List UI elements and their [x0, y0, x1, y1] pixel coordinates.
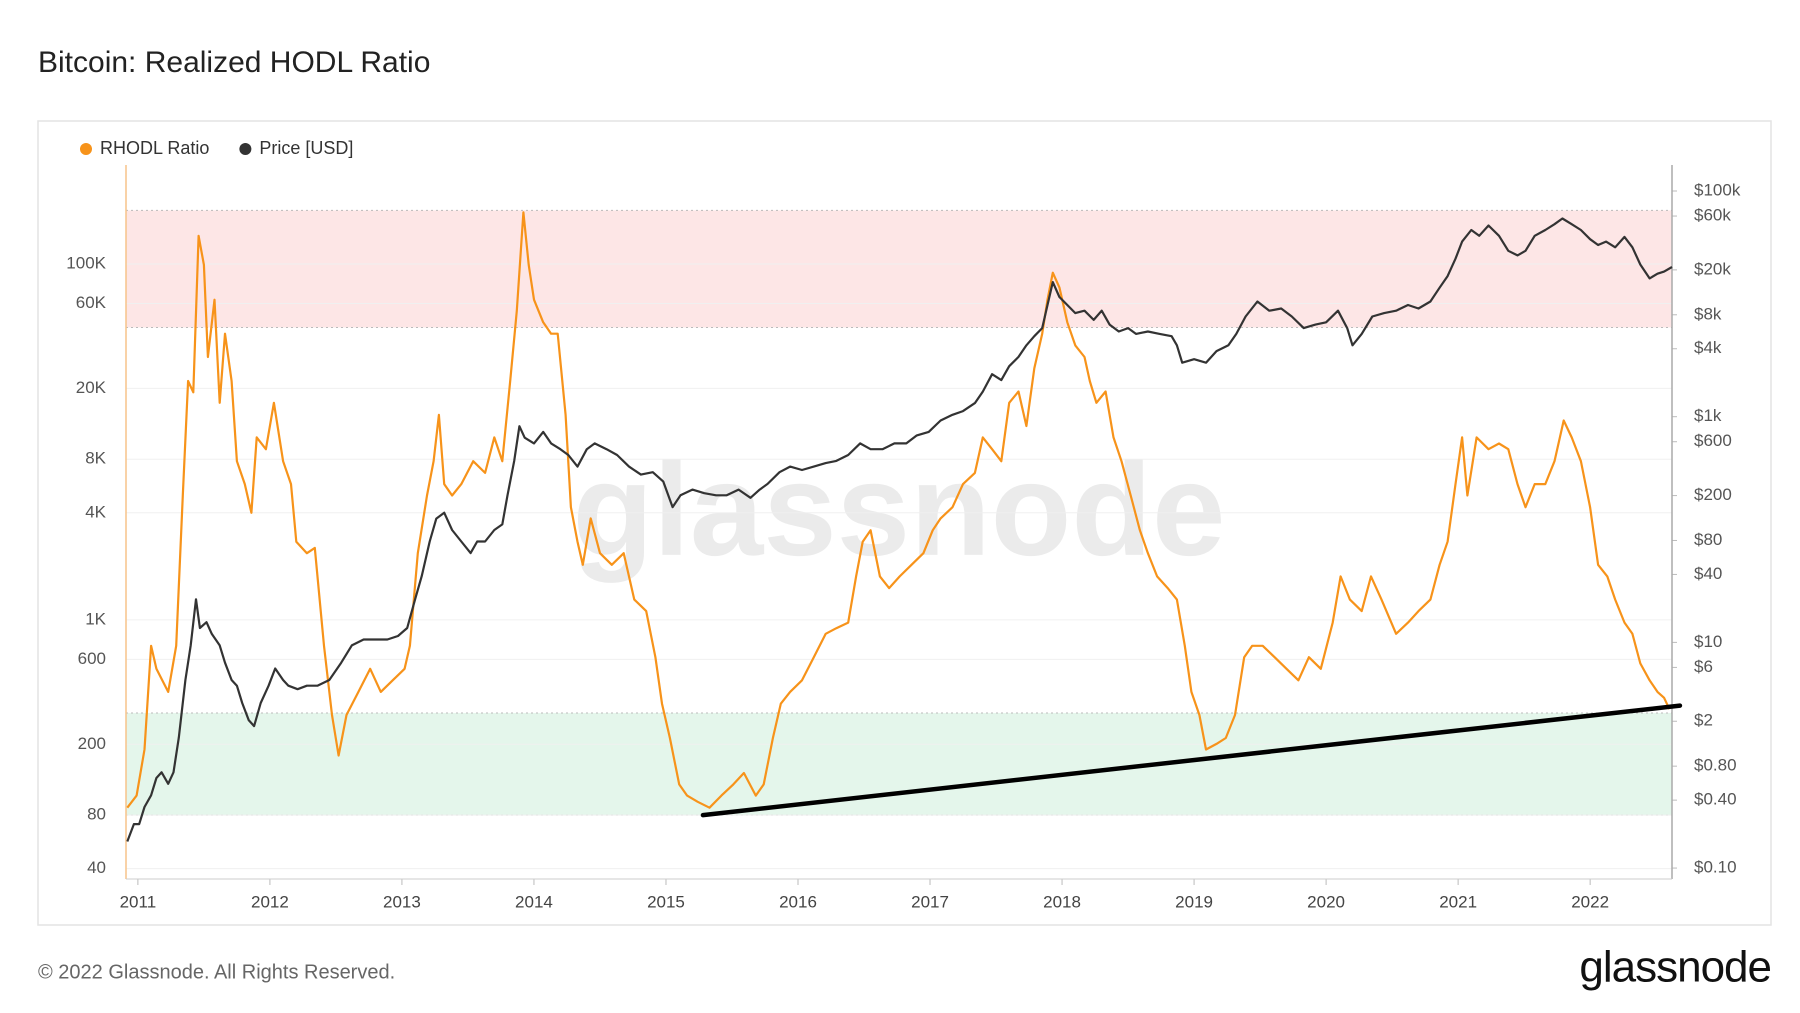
y2-tick-label: $60k [1694, 206, 1731, 225]
legend-label: Price [USD] [259, 138, 353, 158]
y2-tick-label: $6 [1694, 657, 1713, 676]
x-tick-label: 2016 [779, 892, 817, 911]
y2-tick-label: $80 [1694, 530, 1722, 549]
x-tick-label: 2019 [1175, 892, 1213, 911]
y-tick-label: 4K [85, 502, 106, 521]
legend-label: RHODL Ratio [100, 138, 209, 158]
legend-swatch [80, 143, 92, 155]
y2-tick-label: $0.80 [1694, 756, 1737, 775]
y-tick-label: 8K [85, 449, 106, 468]
y-tick-label: 80 [87, 805, 106, 824]
y2-tick-label: $40 [1694, 564, 1722, 583]
y2-tick-label: $8k [1694, 304, 1722, 323]
zone-band [126, 210, 1672, 328]
x-tick-label: 2017 [911, 892, 949, 911]
y2-tick-label: $100k [1694, 180, 1741, 199]
y-tick-label: 20K [76, 378, 107, 397]
y-tick-label: 200 [78, 734, 106, 753]
legend-swatch [239, 143, 252, 155]
x-tick-label: 2018 [1043, 892, 1081, 911]
x-tick-label: 2011 [120, 892, 157, 911]
x-tick-label: 2013 [383, 892, 421, 911]
x-tick-label: 2012 [251, 892, 289, 911]
zone-band [126, 712, 1672, 816]
y2-tick-label: $0.10 [1694, 858, 1737, 877]
footer: © 2022 Glassnode. All Rights Reserved. [38, 961, 395, 983]
y-tick-label: 600 [78, 649, 106, 668]
y2-tick-label: $1k [1694, 406, 1722, 425]
y-tick-label: 1K [85, 609, 106, 628]
y2-tick-label: $2 [1694, 711, 1713, 730]
trendline [700, 703, 1683, 818]
x-tick-label: 2022 [1571, 892, 1609, 911]
y2-tick-label: $4k [1694, 338, 1722, 357]
y2-tick-label: $600 [1694, 431, 1732, 450]
x-tick-label: 2015 [647, 892, 685, 911]
y2-tick-label: $0.40 [1694, 790, 1737, 809]
x-tick-label: 2020 [1307, 892, 1345, 911]
y-tick-label: 40 [87, 858, 106, 877]
y-tick-label: 60K [76, 293, 107, 312]
y2-tick-label: $200 [1694, 485, 1732, 504]
x-tick-label: 2021 [1439, 892, 1477, 911]
series-line [126, 217, 1673, 842]
y-tick-label: 100K [66, 253, 106, 272]
y2-tick-label: $20k [1694, 259, 1731, 278]
y2-tick-label: $10 [1694, 632, 1722, 651]
watermark: glassnode [573, 436, 1226, 583]
brand-logo: glassnode [1579, 943, 1771, 992]
series-line [126, 211, 1671, 809]
chart-title: Bitcoin: Realized HODL Ratio [38, 46, 430, 79]
x-tick-label: 2014 [515, 892, 553, 911]
